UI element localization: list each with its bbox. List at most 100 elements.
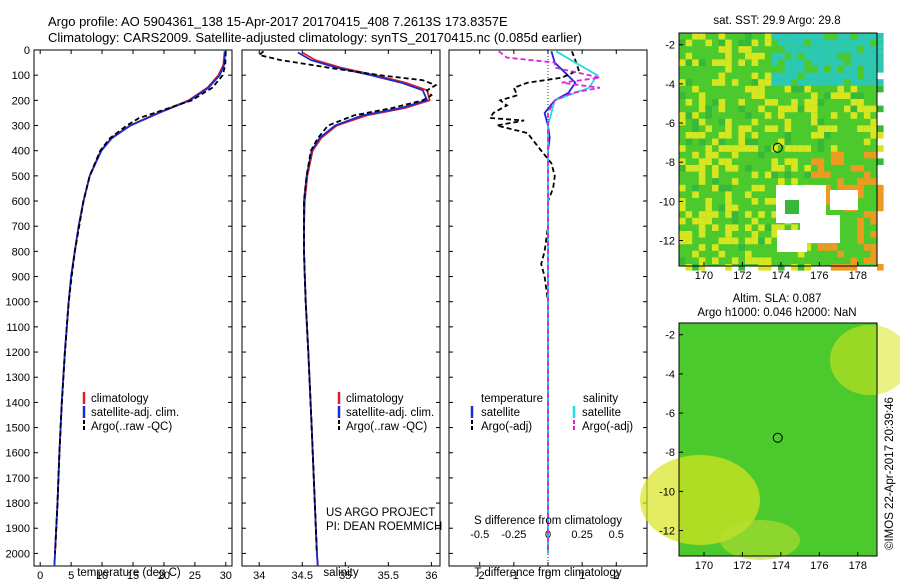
- sst-map-cell: [685, 237, 693, 245]
- sst-map-cell: [870, 66, 877, 73]
- sst-map-cell: [679, 112, 686, 119]
- sst-map-cell: [870, 118, 877, 126]
- sst-map-cell: [764, 257, 772, 264]
- sst-map-cell: [857, 224, 864, 231]
- sst-map-cell: [764, 33, 772, 40]
- sst-map-cell: [837, 33, 844, 40]
- sst-map-cell: [850, 92, 858, 99]
- sst-map-cell: [877, 132, 884, 139]
- sst-map-cell: [705, 39, 712, 47]
- sst-map-cell: [698, 224, 706, 231]
- sst-map-cell: [731, 165, 739, 172]
- y-tick-label: 2000: [6, 548, 30, 560]
- sst-map-cell: [771, 198, 778, 205]
- sst-map-cell: [745, 46, 752, 53]
- sst-map-cell: [751, 39, 759, 47]
- sst-map-cell: [824, 191, 831, 198]
- sst-map-cell: [731, 257, 739, 264]
- y-tick-label: 1400: [6, 397, 30, 409]
- sst-map-cell: [791, 46, 798, 53]
- sst-map-cell: [863, 125, 871, 132]
- sst-map-cell: [778, 165, 785, 172]
- sst-map-cell: [870, 132, 877, 139]
- sst-map-cell: [718, 105, 726, 113]
- sst-map-cell: [685, 99, 693, 106]
- map-y-tick-label: -6: [665, 408, 675, 420]
- sst-map-cell: [830, 158, 838, 165]
- sst-map-cell: [817, 171, 825, 179]
- s-diff-tick-label: -0.25: [501, 529, 526, 541]
- sst-map-cell: [863, 171, 871, 179]
- sst-map-cell: [811, 99, 818, 106]
- map-y-tick-label: -4: [665, 369, 675, 381]
- x-tick-label: 36: [425, 570, 437, 580]
- y-tick-label: 800: [12, 246, 30, 258]
- sst-map-cell: [784, 72, 792, 80]
- sst-map-cell: [731, 79, 739, 86]
- sst-map-cell: [685, 52, 693, 60]
- sst-map-cell: [679, 79, 686, 86]
- sst-map-cell: [738, 99, 745, 106]
- sst-map-cell: [850, 257, 858, 264]
- sst-map-cell: [679, 145, 686, 152]
- sst-map-cell: [731, 151, 739, 159]
- sst-map-cell: [698, 257, 706, 264]
- sst-map-cell: [705, 105, 712, 113]
- sst-map-cell: [731, 237, 739, 245]
- sst-map-cell: [738, 46, 745, 53]
- sst-map-cell: [679, 217, 686, 225]
- sst-map-cell: [698, 92, 706, 99]
- sst-map-cell: [797, 33, 805, 40]
- sst-map-cell: [758, 264, 765, 271]
- sst-map-cell: [791, 59, 798, 66]
- sst-map-cell: [758, 52, 765, 60]
- sst-map-cell: [725, 59, 732, 66]
- sst-map-cell: [791, 66, 798, 73]
- sst-map-cell: [771, 79, 778, 86]
- s-satellite-line: [547, 50, 599, 554]
- salinity-panel-frame: [241, 49, 441, 567]
- sst-map-cell: [837, 92, 844, 99]
- sst-map-cell: [870, 105, 877, 113]
- sst-map-cell: [698, 99, 706, 106]
- sst-map-cell: [725, 198, 732, 205]
- sst-map-cell: [778, 72, 785, 80]
- sst-map-cell: [844, 33, 851, 40]
- sst-map-cell: [698, 138, 706, 146]
- sst-map-cell: [797, 79, 805, 86]
- sst-map-cell: [870, 72, 877, 80]
- sst-map-cell: [797, 66, 805, 73]
- sst-map-cell: [817, 52, 825, 60]
- sst-map-cell: [791, 85, 798, 93]
- sst-map-cell: [784, 118, 792, 126]
- sst-map-cell: [751, 92, 759, 99]
- y-tick-label: 900: [12, 272, 30, 284]
- sst-map-cell: [738, 138, 745, 146]
- sst-map-cell: [712, 184, 719, 192]
- sst-map-cell: [705, 204, 712, 212]
- sst-map: [679, 33, 884, 271]
- sst-map-cell: [784, 85, 792, 93]
- sst-map-cell: [797, 39, 805, 47]
- sst-map-cell: [718, 250, 726, 258]
- sst-map-cell: [817, 79, 825, 86]
- sst-map-cell: [830, 92, 838, 99]
- map-y-tick-label: -2: [665, 330, 675, 342]
- sst-map-cell: [824, 79, 831, 86]
- salinity-lines: [257, 50, 438, 566]
- sst-map-cell: [870, 46, 877, 53]
- map-y-tick-label: -12: [659, 526, 675, 538]
- sst-map-cell: [751, 198, 759, 205]
- sst-map-cell: [778, 138, 785, 146]
- sst-map-cell: [863, 66, 871, 73]
- s-argo-line: [498, 50, 601, 554]
- map-x-tick-label: 178: [849, 270, 867, 282]
- sla-map-frame: [678, 322, 878, 557]
- sst-map-cell: [784, 66, 792, 73]
- sst-map-cell: [751, 52, 759, 60]
- sst-map-cell: [685, 211, 693, 218]
- sst-map-cell: [824, 198, 831, 205]
- sst-map-cell: [778, 79, 785, 86]
- sst-map-cell: [738, 145, 745, 152]
- sst-map-cell: [712, 165, 719, 172]
